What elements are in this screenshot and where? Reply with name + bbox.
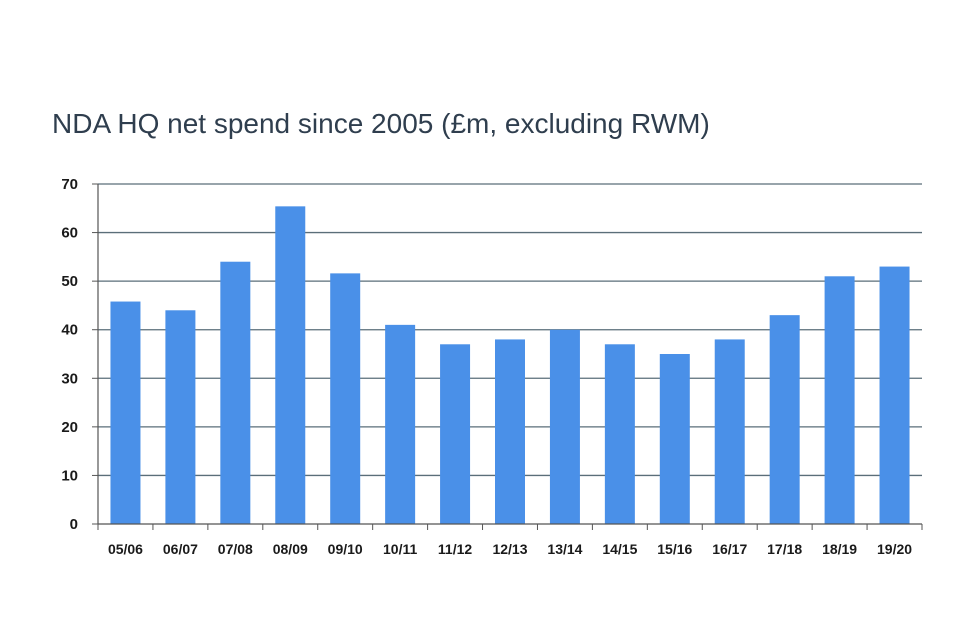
y-tick-label: 20 bbox=[61, 419, 78, 436]
bar bbox=[165, 310, 196, 524]
x-tick-label: 09/10 bbox=[328, 541, 363, 557]
bar bbox=[659, 354, 690, 524]
y-tick-label: 70 bbox=[61, 176, 78, 193]
x-tick-label: 18/19 bbox=[822, 541, 857, 557]
bar bbox=[604, 344, 635, 524]
chart-title: NDA HQ net spend since 2005 (£m, excludi… bbox=[52, 108, 710, 139]
bar bbox=[110, 301, 141, 524]
y-tick-label: 30 bbox=[61, 370, 78, 387]
x-tick-label: 12/13 bbox=[492, 541, 527, 557]
bar bbox=[549, 329, 580, 524]
x-tick-label: 08/09 bbox=[273, 541, 308, 557]
y-tick-label: 10 bbox=[61, 467, 78, 484]
x-tick-label: 06/07 bbox=[163, 541, 198, 557]
x-tick-label: 11/12 bbox=[438, 541, 472, 557]
bar bbox=[440, 344, 471, 524]
y-tick-label: 0 bbox=[70, 516, 78, 533]
bar bbox=[275, 206, 306, 525]
bar bbox=[824, 276, 855, 524]
x-tick-label: 13/14 bbox=[547, 541, 582, 557]
x-tick-label: 10/11 bbox=[383, 541, 417, 557]
x-tick-label: 19/20 bbox=[877, 541, 912, 557]
bar bbox=[385, 324, 416, 524]
x-tick-label: 16/17 bbox=[712, 541, 747, 557]
x-tick-label: 14/15 bbox=[602, 541, 637, 557]
bar bbox=[769, 315, 800, 524]
y-tick-label: 50 bbox=[61, 273, 78, 290]
bar bbox=[220, 261, 251, 524]
y-tick-label: 40 bbox=[61, 322, 78, 339]
x-tick-label: 17/18 bbox=[767, 541, 802, 557]
bar bbox=[714, 339, 745, 524]
y-tick-label: 60 bbox=[61, 225, 78, 242]
x-tick-label: 05/06 bbox=[108, 541, 143, 557]
x-tick-label: 07/08 bbox=[218, 541, 253, 557]
bar bbox=[495, 339, 525, 524]
bar bbox=[879, 266, 910, 524]
bar bbox=[330, 273, 361, 524]
x-tick-label: 15/16 bbox=[657, 541, 692, 557]
